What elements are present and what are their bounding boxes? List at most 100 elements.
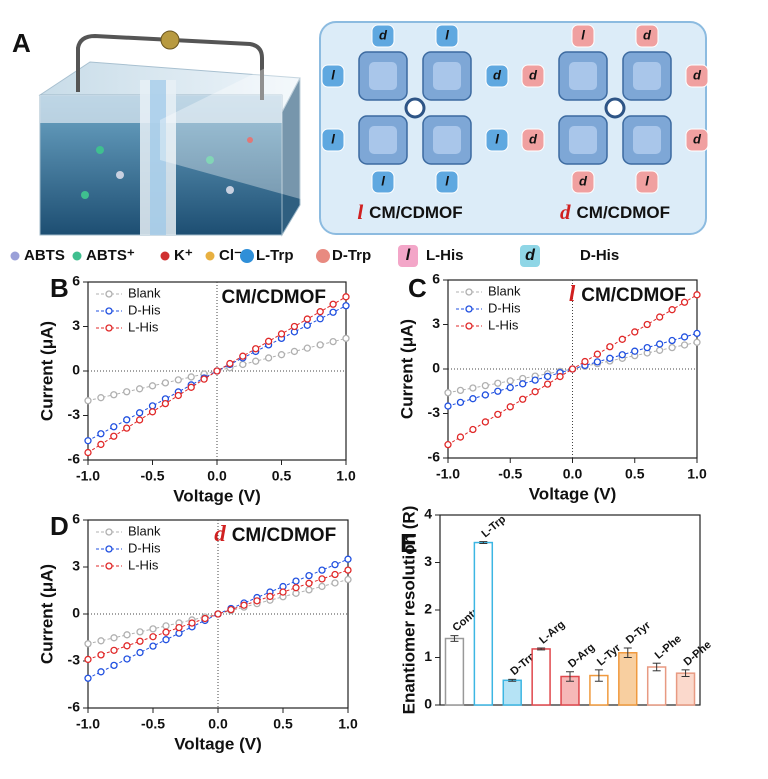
y-tick-label: 0 <box>432 360 440 376</box>
tag-letter: l <box>495 131 499 146</box>
hand-icon <box>485 64 509 88</box>
point <box>264 337 273 345</box>
x-tick-label: -0.5 <box>141 716 165 732</box>
point <box>331 579 339 587</box>
hand-icon <box>321 64 345 88</box>
y-tick-label: -3 <box>68 406 81 422</box>
point <box>531 388 539 396</box>
particle <box>81 191 89 199</box>
point <box>506 383 514 392</box>
point <box>494 387 502 395</box>
block-face <box>633 62 661 90</box>
caption-prefix: d <box>560 200 571 224</box>
x-tick-label: 0.5 <box>625 466 645 482</box>
legend-label: L-His <box>128 319 159 334</box>
chart-title: d CM/CDMOF <box>214 521 336 546</box>
category-label: D-Tyr <box>624 619 654 647</box>
point <box>456 433 465 441</box>
point <box>110 391 118 399</box>
point <box>110 646 118 654</box>
point <box>110 432 118 440</box>
point <box>342 302 350 310</box>
point <box>135 385 144 393</box>
point <box>123 655 131 663</box>
particle <box>226 186 234 194</box>
panel-label: D <box>50 511 69 541</box>
point <box>123 416 131 424</box>
point <box>631 328 639 336</box>
category-label: L-Trp <box>479 513 508 540</box>
legend-label: D-His <box>128 540 161 555</box>
tag-letter: d <box>693 67 702 82</box>
title-text: CM/CDMOF <box>581 285 685 306</box>
hand-icon <box>685 128 709 152</box>
hand-icon <box>485 128 509 152</box>
point <box>305 586 313 594</box>
panel-label: A <box>12 28 31 58</box>
hand-icon <box>635 24 659 48</box>
y-tick-label: 0 <box>72 605 80 621</box>
point <box>252 357 260 365</box>
x-tick-label: -0.5 <box>498 466 522 482</box>
particle <box>116 171 124 179</box>
block-face <box>369 126 397 154</box>
point <box>279 588 287 596</box>
point <box>84 397 92 405</box>
y-tick-label: 0 <box>424 696 432 712</box>
point <box>494 379 502 387</box>
y-tick-label: 0 <box>72 362 80 378</box>
point <box>239 352 247 360</box>
point <box>316 308 324 316</box>
point <box>214 610 222 618</box>
point <box>162 636 170 644</box>
bar <box>444 637 465 706</box>
block-face <box>569 126 597 154</box>
point <box>277 351 286 359</box>
point <box>344 575 352 584</box>
point <box>290 322 299 331</box>
point <box>693 291 701 299</box>
knob <box>160 30 180 50</box>
tag-letter: l <box>445 173 449 188</box>
point <box>240 601 248 609</box>
chart-title: l CM/CDMOF <box>569 281 686 306</box>
point <box>84 437 92 445</box>
tag-letter: d <box>379 27 388 42</box>
point <box>606 354 614 362</box>
point <box>264 354 273 362</box>
x-tick-label: 0.5 <box>273 716 293 732</box>
hand-icon <box>321 128 345 152</box>
hand-icon <box>435 24 459 48</box>
point <box>618 335 626 343</box>
point <box>329 300 337 308</box>
legend-icon <box>205 251 215 261</box>
point <box>136 628 144 636</box>
point <box>331 570 339 579</box>
point <box>97 440 105 449</box>
bar <box>473 541 494 706</box>
point <box>303 321 311 329</box>
point <box>252 345 260 353</box>
y-tick-label: -3 <box>68 652 81 668</box>
point <box>680 298 689 306</box>
tank-side <box>281 77 301 237</box>
point <box>531 376 539 384</box>
point <box>84 655 92 664</box>
hand-icon <box>521 64 545 88</box>
y-tick-label: 1 <box>424 648 432 664</box>
block-face <box>369 62 397 90</box>
point <box>84 448 92 457</box>
x-tick-label: -1.0 <box>436 466 460 482</box>
caption: d CM/CDMOF <box>560 200 670 224</box>
point <box>266 592 274 601</box>
legend-label: D-His <box>580 247 619 264</box>
bar <box>675 672 696 706</box>
point <box>84 674 92 682</box>
hand-icon <box>571 24 595 48</box>
point <box>110 661 118 670</box>
tag-letter: l <box>445 27 449 42</box>
point <box>519 380 527 388</box>
hand-icon <box>371 170 395 194</box>
tank-illustration <box>38 30 322 237</box>
tag-letter: l <box>381 173 385 188</box>
